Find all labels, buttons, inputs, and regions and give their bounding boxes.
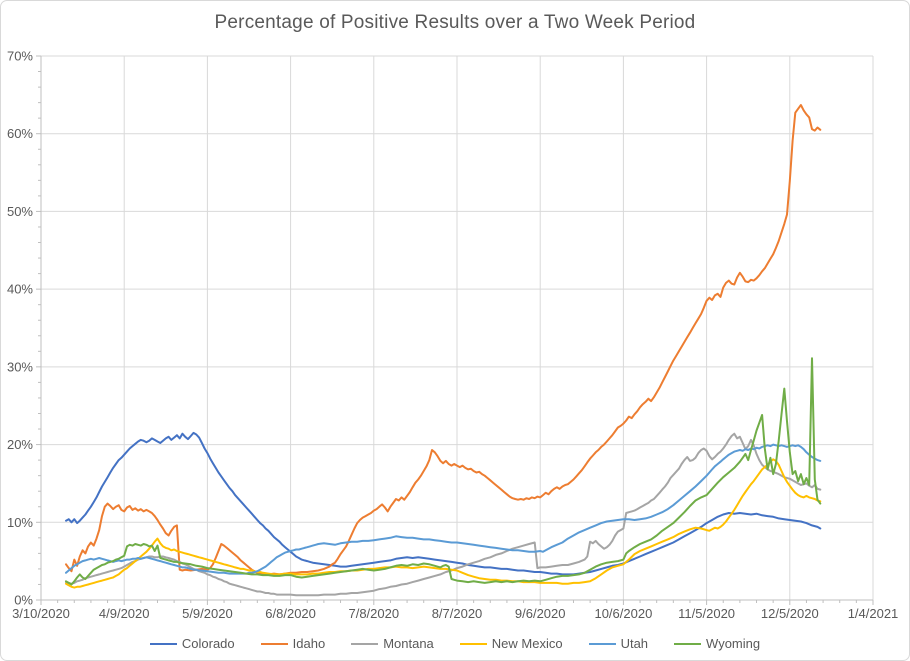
legend-swatch-idaho: [260, 642, 288, 645]
y-tick-label: 40%: [7, 282, 33, 297]
legend-swatch-montana: [351, 642, 379, 645]
x-tick-label: 3/10/2020: [12, 606, 70, 621]
legend-label-idaho: Idaho: [292, 636, 326, 651]
series-line-montana: [65, 432, 822, 597]
series-line-new-mexico: [65, 458, 822, 589]
legend: Colorado Idaho Montana New Mexico Utah Wyomin…: [1, 636, 909, 651]
legend-swatch-utah: [588, 642, 616, 645]
x-tick-label: 1/4/2021: [848, 606, 899, 621]
y-tick-label: 70%: [7, 49, 33, 64]
x-tick-label: 8/7/2020: [432, 606, 483, 621]
series-line-wyoming: [65, 357, 822, 586]
series-line-idaho: [65, 104, 822, 576]
legend-swatch-colorado: [149, 642, 177, 645]
legend-item-new-mexico: New Mexico: [459, 636, 563, 651]
series-line-colorado: [65, 431, 822, 576]
x-tick-label: 12/5/2020: [761, 606, 819, 621]
x-tick-label: 5/9/2020: [182, 606, 233, 621]
legend-item-wyoming: Wyoming: [674, 636, 760, 651]
x-tick-label: 7/8/2020: [348, 606, 399, 621]
y-tick-label: 10%: [7, 515, 33, 530]
y-tick-label: 60%: [7, 126, 33, 141]
x-tick-label: 4/9/2020: [99, 606, 150, 621]
y-tick-label: 50%: [7, 204, 33, 219]
legend-label-wyoming: Wyoming: [706, 636, 761, 651]
legend-swatch-wyoming: [674, 642, 702, 645]
legend-swatch-new-mexico: [459, 642, 487, 645]
x-tick-label: 9/6/2020: [515, 606, 566, 621]
y-tick-label: 0%: [14, 593, 33, 608]
legend-item-montana: Montana: [351, 636, 434, 651]
legend-item-colorado: Colorado: [149, 636, 235, 651]
legend-item-idaho: Idaho: [260, 636, 326, 651]
y-tick-label: 20%: [7, 437, 33, 452]
x-tick-label: 10/6/2020: [594, 606, 652, 621]
x-tick-label: 6/8/2020: [265, 606, 316, 621]
series-line-utah: [65, 443, 822, 575]
y-tick-label: 30%: [7, 359, 33, 374]
legend-label-new-mexico: New Mexico: [491, 636, 563, 651]
chart-title: Percentage of Positive Results over a Tw…: [214, 12, 696, 33]
legend-label-utah: Utah: [620, 636, 649, 651]
legend-item-utah: Utah: [588, 636, 649, 651]
legend-label-colorado: Colorado: [181, 636, 235, 651]
legend-label-montana: Montana: [383, 636, 434, 651]
x-tick-label: 11/5/2020: [678, 606, 735, 621]
